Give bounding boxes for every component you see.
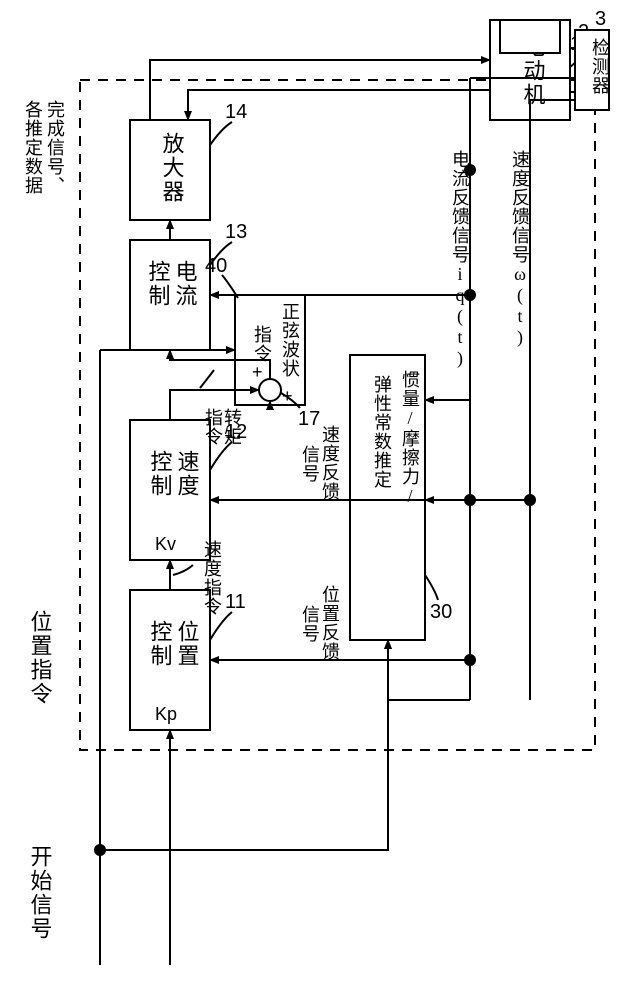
svg-text:Kp: Kp <box>155 704 177 724</box>
svg-text:控制: 控制 <box>148 450 173 498</box>
svg-text:30: 30 <box>430 601 452 623</box>
svg-text:指令: 指令 <box>252 325 272 363</box>
svg-text:检测器: 检测器 <box>590 38 610 95</box>
label-omega: 速度反馈信号ω(t) <box>510 150 530 348</box>
label-pos-fb-2: 信号 <box>300 605 320 643</box>
block-sine-command: 正弦波状 指令 40 <box>205 255 305 405</box>
block-estimator: 惯量/摩擦力/ 弹性常数推定 30 <box>350 355 452 640</box>
label-pos-fb-1: 位置反馈 <box>320 585 340 661</box>
label-vel-cmd: 速度指令 <box>202 540 222 616</box>
svg-text:3: 3 <box>595 8 606 30</box>
svg-text:速度: 速度 <box>175 450 200 498</box>
svg-text:放大器: 放大器 <box>160 132 185 204</box>
svg-text:惯量/摩擦力/: 惯量/摩擦力/ <box>400 370 420 507</box>
svg-text:控制: 控制 <box>148 620 173 668</box>
svg-text:11: 11 <box>225 591 246 613</box>
svg-text:弹性常数推定: 弹性常数推定 <box>372 375 392 489</box>
label-iq: 电流反馈信号iq(t) <box>450 150 470 369</box>
svg-text:14: 14 <box>225 101 247 123</box>
svg-text:+: + <box>252 362 263 382</box>
svg-text:Kv: Kv <box>155 534 176 554</box>
label-vel-fb-1: 速度反馈 <box>320 425 340 501</box>
label-done-signal-1: 完成信号、 <box>45 100 65 195</box>
svg-text:正弦波状: 正弦波状 <box>280 302 300 378</box>
svg-text:40: 40 <box>205 255 227 277</box>
block-detector <box>500 20 560 53</box>
svg-text:电流: 电流 <box>173 260 198 308</box>
svg-text:位置: 位置 <box>175 620 200 668</box>
label-done-signal-2: 各推定数据 <box>23 100 43 195</box>
svg-text:17: 17 <box>298 408 320 430</box>
label-torque-cmd-2: 指令 <box>203 408 223 446</box>
wire-bus-to-est-bottom <box>388 640 470 700</box>
label-position-cmd: 位置指令 <box>28 610 53 706</box>
svg-text:13: 13 <box>225 221 247 243</box>
label-vel-fb-2: 信号 <box>300 445 320 483</box>
svg-text:控制: 控制 <box>146 260 171 308</box>
detector-visible: 检测器 3 <box>570 8 610 110</box>
label-torque-cmd-1: 转矩 <box>222 408 242 446</box>
control-block-diagram: 10 开始信号 位置指令 完成信号、 各推定数据 位置 控制 Kp 11 速度 … <box>0 0 618 1000</box>
label-start-signal: 开始信号 <box>28 845 53 941</box>
